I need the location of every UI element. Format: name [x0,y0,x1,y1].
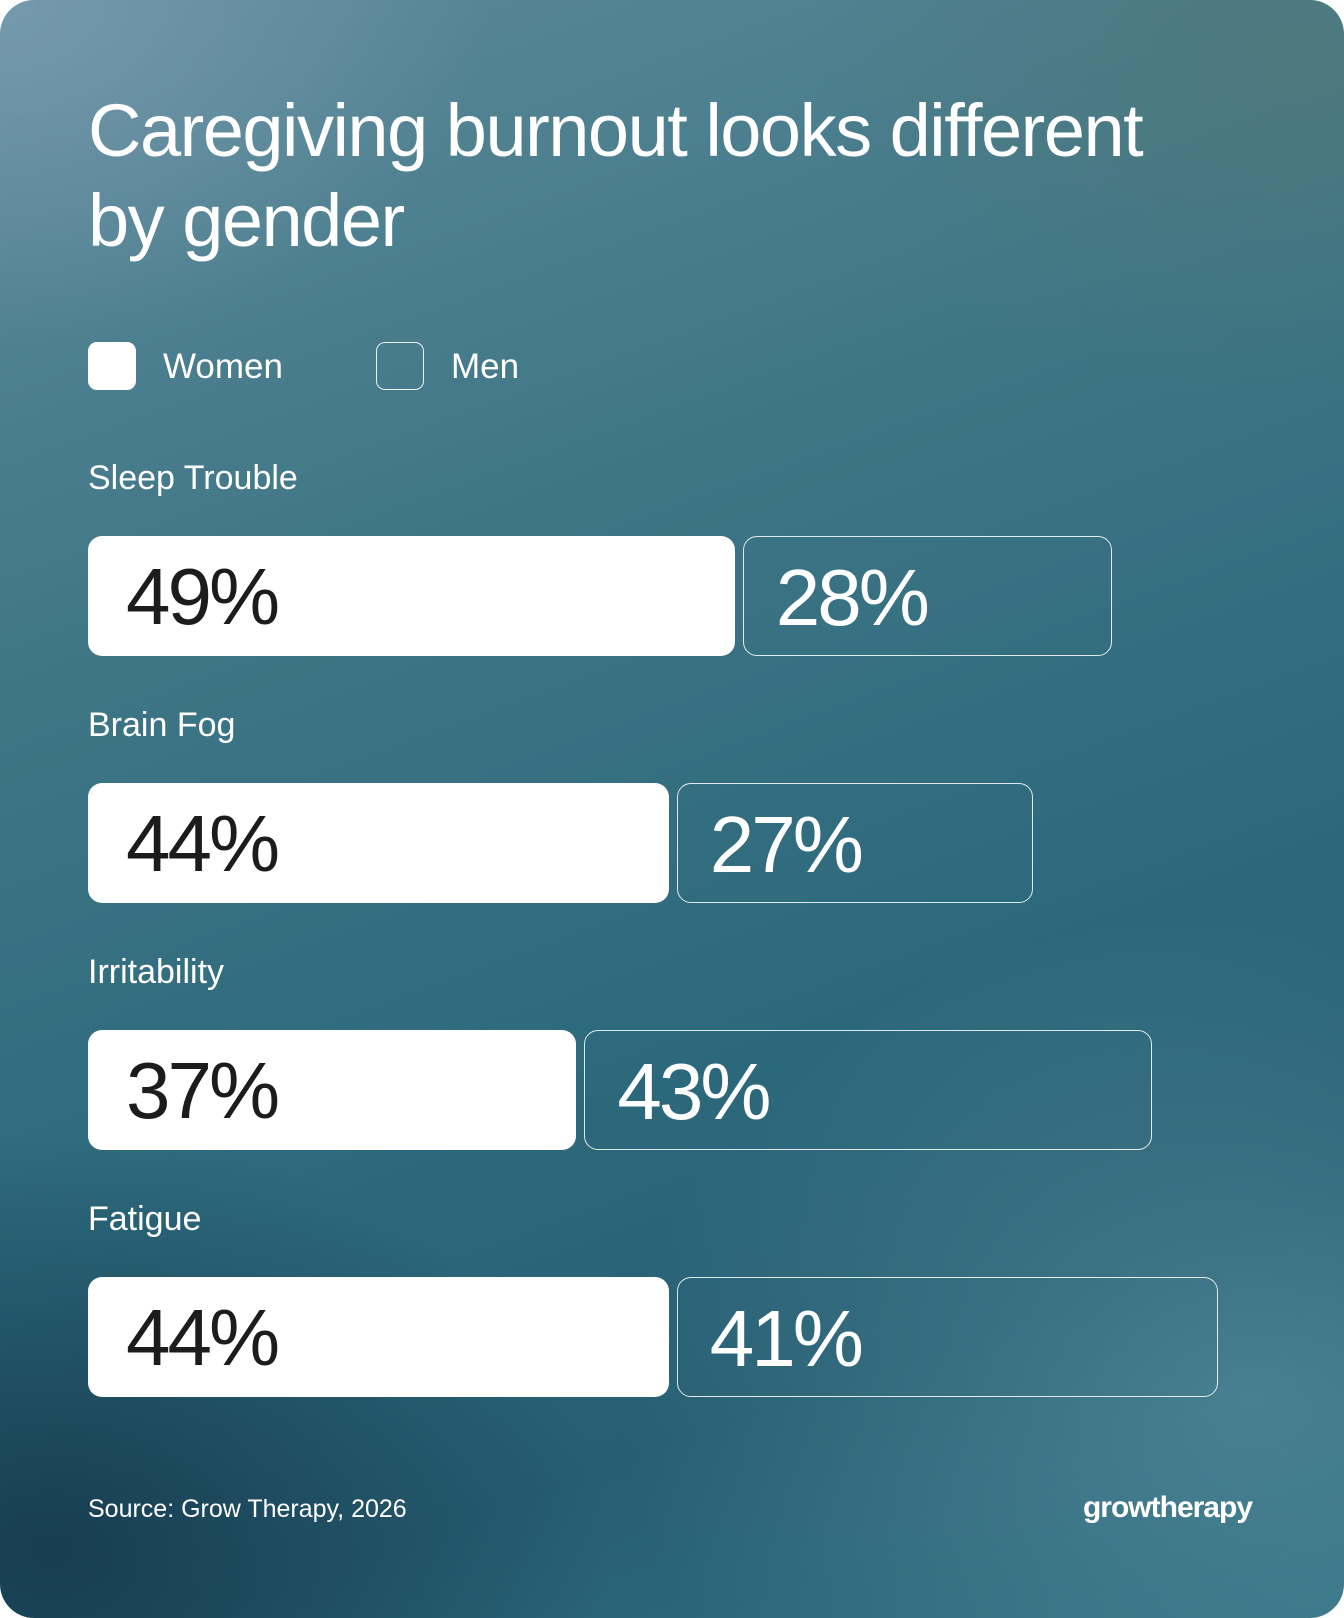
legend-swatch-men [376,342,424,390]
category-label-fatigue: Fatigue [88,1200,202,1238]
data-label-women-sleep-trouble: 49% [126,552,280,641]
growtherapy-logo: growtherapy [1082,1491,1253,1524]
data-label-men-sleep-trouble: 28% [775,553,930,642]
legend-label-men: Men [451,347,520,386]
data-label-men-brain-fog: 27% [709,800,864,889]
legend-swatch-women [88,342,136,390]
data-label-women-fatigue: 44% [126,1293,280,1382]
bar-women-fatigue: 44% [88,1277,669,1397]
bar-men-brain-fog: 27% [676,783,1034,903]
data-label-women-brain-fog: 44% [126,799,280,888]
data-label-men-irritability: 43% [617,1047,771,1136]
data-label-men-fatigue: 41% [709,1294,864,1383]
bar-men-fatigue: 41% [676,1277,1218,1397]
legend-label-women: Women [163,347,283,386]
bar-women-irritability: 37% [88,1030,577,1150]
bar-men-sleep-trouble: 28% [742,536,1113,656]
category-label-irritability: Irritability [88,953,225,991]
source-note: Source: Grow Therapy, 2026 [88,1495,407,1523]
category-label-brain-fog: Brain Fog [88,706,236,744]
bar-women-brain-fog: 44% [88,783,669,903]
data-label-women-irritability: 37% [126,1046,280,1135]
bar-women-sleep-trouble: 49% [88,536,735,656]
category-label-sleep-trouble: Sleep Trouble [88,459,298,497]
bar-men-irritability: 43% [584,1030,1152,1150]
chart-title: Caregiving burnout looks different by ge… [88,89,1144,262]
